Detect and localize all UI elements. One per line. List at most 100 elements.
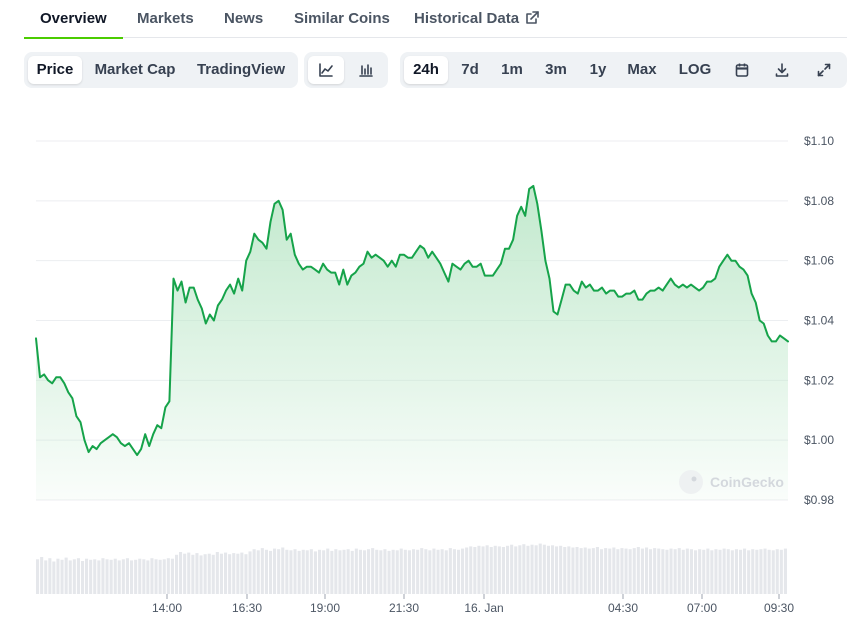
volume-bar [68, 560, 72, 594]
volume-bar [309, 549, 313, 594]
volume-bar [726, 549, 730, 594]
volume-bar [763, 548, 767, 594]
x-tick-label: 09:30 [764, 601, 794, 615]
calendar-button[interactable] [726, 56, 758, 84]
volume-bar [783, 548, 787, 594]
volume-bar [224, 552, 228, 594]
volume-bar [354, 548, 358, 594]
volume-bar [714, 549, 718, 594]
volume-bar [244, 554, 248, 594]
volume-bar [730, 550, 734, 594]
volume-bar [567, 546, 571, 594]
volume-bar [199, 555, 203, 594]
volume-bar [285, 549, 289, 594]
tab-markets[interactable]: Markets [137, 10, 194, 27]
volume-bar [76, 558, 80, 594]
volume-bar [277, 549, 281, 594]
volume-bar [207, 553, 211, 594]
x-tick-label: 16:30 [232, 601, 262, 615]
range-1y[interactable]: 1y [589, 61, 607, 78]
volume-bar [395, 550, 399, 594]
volume-bar [175, 554, 179, 594]
volume-bar [473, 547, 477, 594]
volume-bar [587, 548, 591, 594]
calendar-icon [735, 63, 749, 77]
chart-type-toggle: Price Market Cap TradingView [24, 52, 298, 88]
volume-bar [166, 558, 170, 594]
volume-bar [579, 548, 583, 594]
range-24h[interactable]: 24h [404, 56, 448, 84]
price-chart[interactable]: $1.10 $1.08 $1.06 $1.04 $1.02 $1.00 $0.98 14:0… [0, 96, 847, 630]
volume-bar [256, 550, 260, 594]
volume-bar [440, 549, 444, 594]
volume-bar [195, 553, 199, 594]
volume-bar [526, 545, 530, 594]
volume-bar [739, 549, 743, 594]
volume-bar [146, 560, 150, 594]
x-tick-label: 14:00 [152, 601, 182, 615]
range-3m[interactable]: 3m [545, 61, 567, 78]
volume-bar [158, 559, 162, 594]
volume-bar [412, 549, 416, 594]
download-button[interactable] [766, 56, 798, 84]
market-cap-tab[interactable]: Market Cap [94, 61, 176, 78]
volume-bar [685, 548, 689, 594]
volume-bar [138, 558, 142, 594]
volume-bar [436, 549, 440, 594]
price-tab[interactable]: Price [28, 56, 82, 84]
top-tab-nav: Overview Markets News Similar Coins Hist… [24, 0, 847, 39]
volume-bar [240, 552, 244, 594]
line-chart-button[interactable] [308, 56, 344, 84]
volume-bar [640, 548, 644, 594]
range-1m[interactable]: 1m [501, 61, 523, 78]
chart-style-toggle [304, 52, 388, 88]
volume-bar [248, 551, 252, 594]
volume-bar [367, 549, 371, 594]
volume-bar [89, 559, 93, 594]
volume-bar [150, 558, 154, 594]
range-7d[interactable]: 7d [461, 61, 479, 78]
volume-bar [101, 558, 105, 594]
volume-bar [501, 547, 505, 594]
volume-bar [448, 548, 452, 594]
volume-bar [264, 549, 268, 594]
volume-bar [387, 550, 391, 594]
volume-bar [514, 546, 518, 594]
volume-bar [595, 547, 599, 594]
volume-bar [771, 550, 775, 594]
volume-bar [677, 548, 681, 594]
volume-bar [52, 561, 56, 594]
volume-bar [628, 549, 632, 594]
volume-bar [694, 550, 698, 594]
volume-bar [767, 549, 771, 594]
volume-bar [219, 553, 223, 594]
volume-bar [465, 547, 469, 594]
volume-bar [399, 548, 403, 594]
y-tick-label: $1.06 [804, 254, 834, 268]
candlestick-chart-button[interactable] [348, 56, 384, 84]
volume-bar [497, 546, 501, 594]
range-selector: 24h 7d 1m 3m 1y Max LOG [400, 52, 847, 88]
tab-similar-coins[interactable]: Similar Coins [294, 10, 390, 27]
tab-overview[interactable]: Overview [24, 0, 123, 39]
volume-bar [681, 549, 685, 594]
tab-historical-data[interactable]: Historical Data [414, 0, 539, 38]
log-scale-toggle[interactable]: LOG [678, 61, 712, 78]
volume-bar [591, 548, 595, 594]
volume-bar [477, 545, 481, 594]
volume-bar [653, 548, 657, 594]
tab-news[interactable]: News [224, 10, 264, 27]
volume-bar [424, 549, 428, 594]
tradingview-tab[interactable]: TradingView [196, 61, 286, 78]
download-icon [775, 63, 789, 77]
x-tick-label: 21:30 [389, 601, 419, 615]
volume-bar [375, 549, 379, 594]
volume-bar [493, 545, 497, 594]
range-max[interactable]: Max [627, 61, 657, 78]
volume-bar [297, 550, 301, 594]
line-chart-icon [319, 63, 333, 77]
volume-bar [154, 559, 158, 594]
fullscreen-button[interactable] [808, 56, 840, 84]
volume-bar [318, 549, 322, 594]
volume-bar [722, 548, 726, 594]
